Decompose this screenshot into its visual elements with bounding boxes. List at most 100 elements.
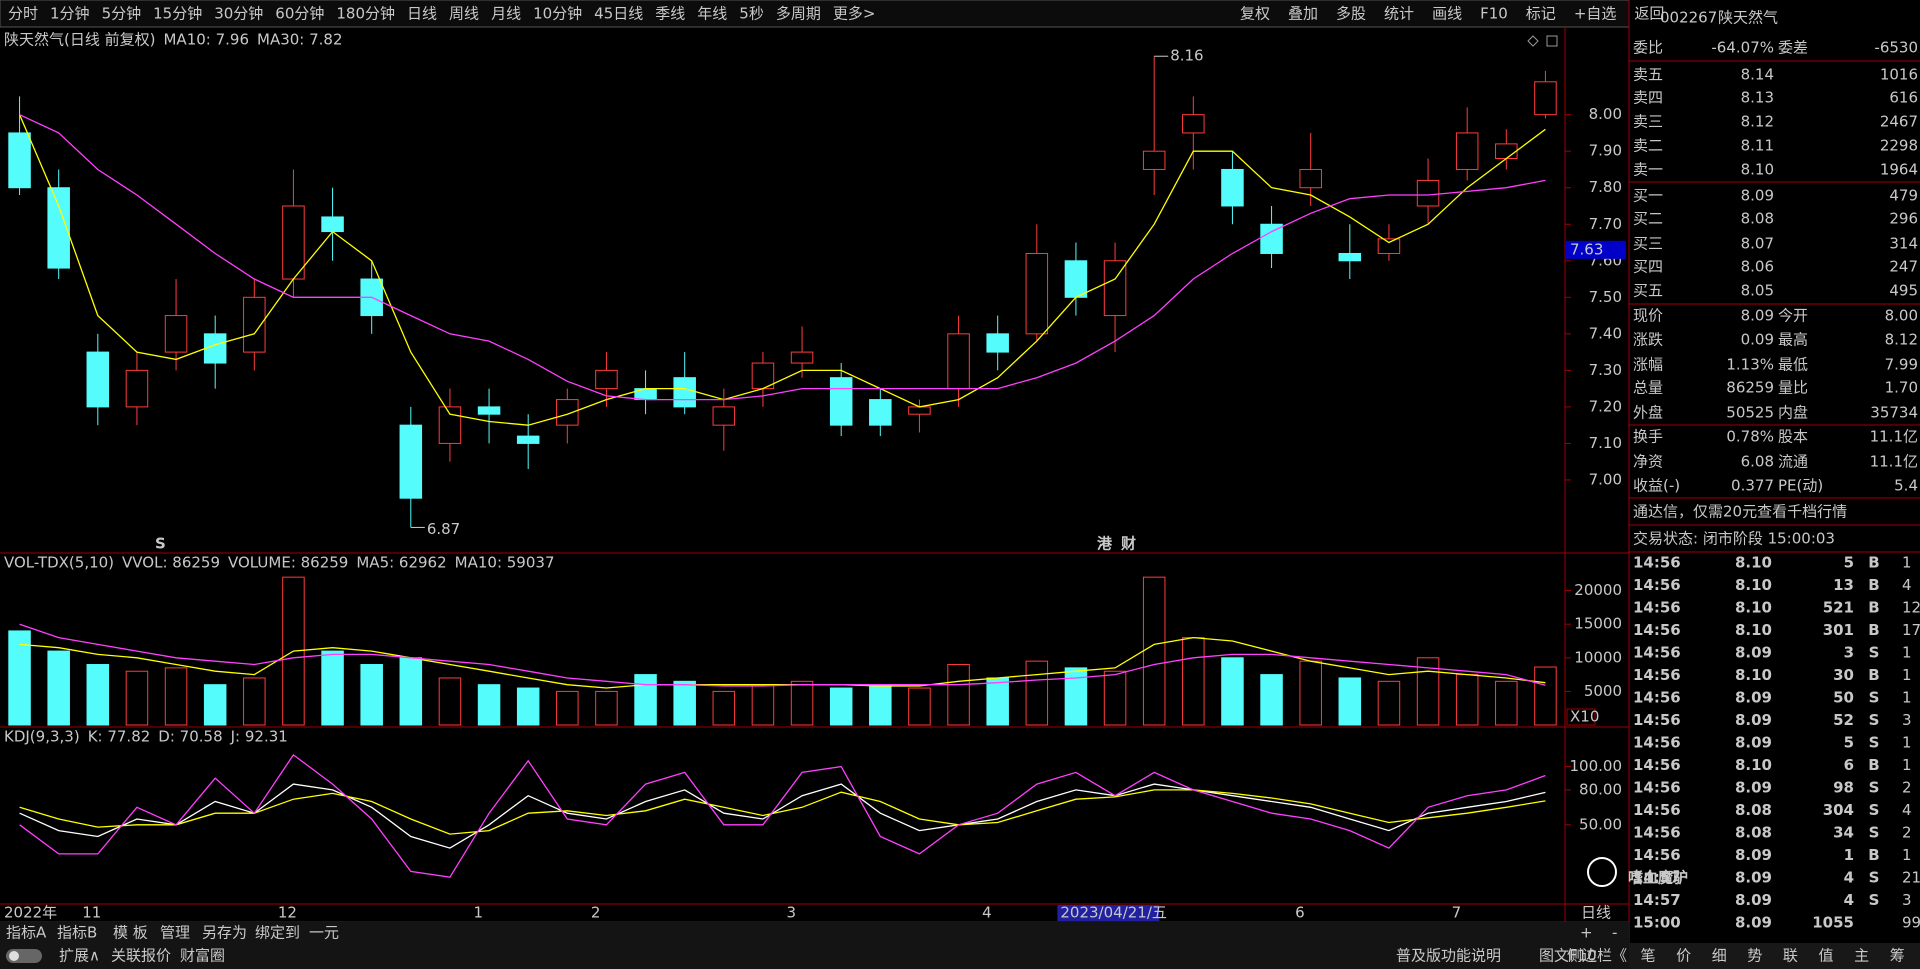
tick-time: 14:56 — [1633, 689, 1681, 707]
period-tab[interactable]: 日线 — [407, 5, 437, 23]
candle-body — [1455, 132, 1479, 170]
book-label: 买五 — [1633, 282, 1663, 300]
value: -6530 — [1874, 39, 1918, 57]
tool-button[interactable]: 返回 — [1634, 5, 1664, 23]
volume-bar — [712, 690, 736, 726]
tick-volume: 5 — [1844, 734, 1854, 752]
period-tab[interactable]: 45日线 — [594, 5, 643, 23]
candle-body — [399, 424, 423, 499]
candle-body — [790, 351, 814, 364]
period-tab[interactable]: 年线 — [697, 5, 727, 23]
panel-tab[interactable]: 细 — [1712, 947, 1727, 965]
tick-count: 99 — [1902, 914, 1920, 932]
bottom-tab[interactable]: 模 板 — [113, 924, 148, 942]
bottom-tab[interactable]: 绑定到 — [255, 924, 300, 942]
stat-value: 0.377 — [1731, 477, 1774, 495]
tick-time: 14:56 — [1633, 644, 1681, 662]
period-tab[interactable]: 5分钟 — [102, 5, 142, 23]
notice[interactable]: 通达信，仅需20元查看千档行情 — [1633, 503, 1847, 521]
period-tab[interactable]: 5秒 — [739, 5, 764, 23]
panel-tab[interactable]: 势 — [1747, 947, 1762, 965]
panel-tab[interactable]: 价 — [1676, 947, 1691, 965]
legend-item: K: 77.82 — [88, 728, 151, 746]
volume-bar — [164, 667, 188, 726]
tick-time: 14:56 — [1633, 599, 1681, 617]
bottom-tab[interactable]: 另存为 — [202, 924, 247, 942]
candle-body — [1299, 168, 1322, 189]
tool-button[interactable]: 复权 — [1240, 5, 1270, 23]
candle-body — [1260, 223, 1283, 254]
tool-button[interactable]: 标记 — [1526, 5, 1556, 23]
legend-item: D: 70.58 — [158, 728, 222, 746]
legend-item: VOLUME: 86259 — [228, 554, 348, 572]
period-tab[interactable]: 30分钟 — [214, 5, 263, 23]
period-tab[interactable]: 1分钟 — [50, 5, 90, 23]
tool-button[interactable]: +自选 — [1574, 5, 1617, 23]
scale-label: X10 — [1570, 708, 1599, 726]
tick-volume: 13 — [1833, 576, 1854, 594]
tool-button[interactable]: F10 — [1480, 5, 1508, 23]
bottom-link[interactable]: 普及版功能说明 — [1396, 947, 1501, 965]
period-tab[interactable]: 多周期 — [776, 5, 821, 23]
tick-side: B — [1868, 756, 1879, 774]
bottom-link[interactable]: 图文F10 — [1539, 947, 1597, 965]
high-label: 8.16 — [1170, 47, 1203, 65]
tool-button[interactable]: 多股 — [1336, 5, 1366, 23]
panel-tab[interactable]: 笔 — [1640, 947, 1655, 965]
bottom-tab[interactable]: 财富圈 — [180, 947, 225, 965]
stat-value: 8.09 — [1741, 307, 1774, 325]
zoom-button[interactable]: - — [1612, 924, 1617, 942]
tick-time: 14:56 — [1633, 846, 1681, 864]
panel-tab[interactable]: 筹 — [1890, 947, 1905, 965]
book-label: 卖三 — [1633, 113, 1663, 131]
x-tick-label: 12 — [278, 904, 297, 922]
period-tab[interactable]: 月线 — [491, 5, 521, 23]
stat-value: 50525 — [1726, 404, 1774, 422]
tool-button[interactable]: 叠加 — [1288, 5, 1318, 23]
period-tab[interactable]: 更多> — [833, 5, 876, 23]
stat-label: 流通 — [1778, 453, 1808, 471]
panel-tab[interactable]: 联 — [1783, 947, 1798, 965]
bottom-tab[interactable]: 一元 — [309, 924, 339, 942]
volume-bar — [1103, 670, 1127, 726]
panel-tab[interactable]: 主 — [1854, 947, 1869, 965]
tick-volume: 1055 — [1812, 914, 1854, 932]
bottom-tab[interactable]: 扩展∧ — [59, 947, 100, 965]
book-price: 8.12 — [1741, 113, 1774, 131]
candle-body — [1534, 81, 1557, 116]
tool-button[interactable]: 画线 — [1432, 5, 1462, 23]
volume-bar — [1182, 637, 1205, 726]
period-tab[interactable]: 60分钟 — [275, 5, 324, 23]
bottom-tab[interactable]: 管理 — [160, 924, 190, 942]
x-tick-label: 11 — [82, 904, 101, 922]
tool-button[interactable]: 统计 — [1384, 5, 1414, 23]
book-volume: 296 — [1889, 210, 1918, 228]
event-marker: 财 — [1121, 535, 1136, 553]
period-tab[interactable]: 分时 — [8, 5, 38, 23]
k-line — [19, 783, 1546, 849]
bottom-tab[interactable]: 指标B — [57, 924, 97, 942]
zoom-button[interactable]: + — [1580, 924, 1593, 942]
period-tab[interactable]: 季线 — [655, 5, 685, 23]
volume-bar — [595, 690, 618, 726]
status: 交易状态: 闭市阶段 15:00:03 — [1633, 530, 1835, 548]
bottom-tab[interactable]: 指标A — [6, 924, 47, 942]
period-tab[interactable]: 15分钟 — [153, 5, 202, 23]
volume-bar — [986, 677, 1009, 726]
tick-price: 8.09 — [1735, 869, 1772, 887]
volume-bar — [556, 690, 579, 726]
period-tab[interactable]: 10分钟 — [533, 5, 582, 23]
period-tab[interactable]: 周线 — [449, 5, 479, 23]
volume-bar — [477, 684, 501, 726]
book-price: 8.13 — [1741, 89, 1774, 107]
bottom-tab[interactable]: 关联报价 — [111, 947, 171, 965]
bottom-link[interactable]: 侧边栏《 — [1567, 947, 1627, 965]
panel-tab[interactable]: 值 — [1818, 947, 1833, 965]
period-tab[interactable]: 180分钟 — [336, 5, 395, 23]
stat-label: 最低 — [1778, 356, 1808, 374]
stat-value: 86259 — [1726, 379, 1774, 397]
book-label: 买三 — [1633, 235, 1663, 253]
candle-body — [869, 399, 892, 426]
y-tick-label: 8.00 — [1589, 105, 1622, 123]
